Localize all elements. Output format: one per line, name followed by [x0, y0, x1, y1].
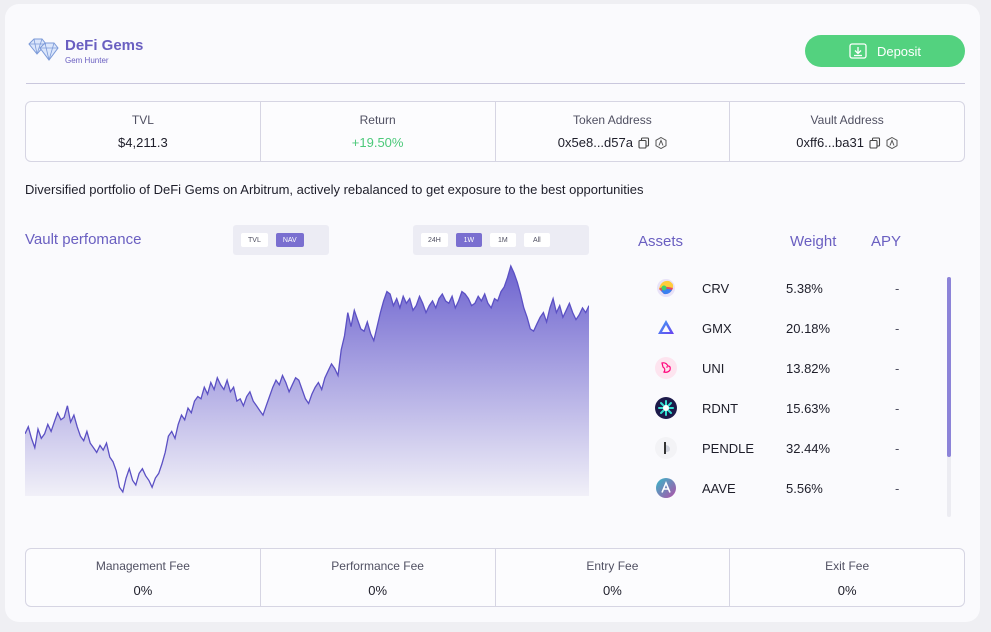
arbiscan-icon[interactable] [655, 136, 667, 149]
stat-return: Return +19.50% [261, 102, 496, 161]
range-24h[interactable]: 24H [421, 233, 448, 247]
deposit-button[interactable]: Deposit [805, 35, 965, 67]
diamond-icon [28, 38, 59, 61]
asset-weight: 5.38% [786, 280, 823, 296]
stat-value: +19.50% [261, 135, 495, 150]
uni-icon [655, 357, 677, 379]
fee-label: Management Fee [95, 559, 190, 573]
stat-vault-address: Vault Address 0xff6...ba31 [730, 102, 964, 161]
fee-value: 0% [602, 583, 622, 598]
vault-description: Diversified portfolio of DeFi Gems on Ar… [25, 182, 644, 197]
pendle-icon [655, 437, 677, 459]
fee-value: 0% [837, 583, 857, 598]
fee-exit: Exit Fee 0% [730, 549, 964, 606]
aave-icon [655, 477, 677, 499]
gmx-icon [655, 317, 677, 339]
performance-chart [25, 264, 589, 496]
copy-icon[interactable] [638, 136, 650, 149]
assets-header: Assets [638, 233, 684, 250]
download-icon [849, 43, 867, 59]
crv-icon [655, 277, 677, 299]
stat-value: $4,211.3 [26, 135, 260, 150]
brand-subtitle: Gem Hunter [65, 55, 109, 65]
copy-icon[interactable] [869, 136, 881, 149]
tab-tvl[interactable]: TVL [241, 233, 268, 247]
asset-row-pendle[interactable]: PENDLE 32.44% - [655, 436, 905, 460]
fees-panel: Management Fee 0% Performance Fee 0% Ent… [25, 548, 965, 607]
stats-panel: TVL $4,211.3 Return +19.50% Token Addres… [25, 101, 965, 162]
tab-nav[interactable]: NAV [275, 233, 304, 247]
fee-label: Entry Fee [586, 559, 639, 573]
weight-header: Weight [790, 233, 837, 250]
fee-label: Exit Fee [825, 559, 870, 573]
asset-name: UNI [702, 360, 725, 376]
range-all[interactable]: All [523, 233, 550, 247]
header-divider [26, 83, 965, 84]
arbiscan-icon[interactable] [886, 136, 898, 149]
metric-toggle: TVL NAV [233, 225, 329, 255]
tvl-value: $4,211.3 [118, 135, 168, 150]
chart-area [25, 266, 589, 496]
stat-value: 0xff6...ba31 [730, 135, 964, 150]
asset-apy: - [895, 280, 900, 296]
fee-value: 0% [368, 583, 388, 598]
asset-row-gmx[interactable]: GMX 20.18% - [655, 316, 905, 340]
fee-management: Management Fee 0% [26, 549, 261, 606]
apy-header: APY [871, 233, 902, 250]
asset-apy: - [895, 360, 900, 376]
stat-label: Vault Address [810, 113, 884, 127]
asset-name: GMX [702, 320, 732, 336]
asset-apy: - [895, 320, 900, 336]
asset-weight: 13.82% [786, 360, 831, 376]
stat-token-address: Token Address 0x5e8...d57a [496, 102, 731, 161]
vault-address-value: 0xff6...ba31 [796, 135, 864, 150]
fee-label: Performance Fee [331, 559, 424, 573]
fee-performance: Performance Fee 0% [261, 549, 496, 606]
asset-apy: - [895, 480, 900, 496]
stat-tvl: TVL $4,211.3 [26, 102, 261, 161]
asset-row-crv[interactable]: CRV 5.38% - [655, 276, 905, 300]
stat-value: 0x5e8...d57a [496, 135, 730, 150]
asset-name: PENDLE [702, 440, 755, 456]
asset-row-uni[interactable]: UNI 13.82% - [655, 356, 905, 380]
stat-label: Return [359, 113, 396, 127]
asset-weight: 32.44% [786, 440, 831, 456]
deposit-label: Deposit [876, 43, 922, 59]
range-1m[interactable]: 1M [489, 233, 516, 247]
stat-label: Token Address [573, 113, 652, 127]
performance-title: Vault perfomance [25, 231, 142, 248]
asset-weight: 5.56% [786, 480, 823, 496]
asset-apy: - [895, 440, 900, 456]
asset-weight: 15.63% [786, 400, 831, 416]
rdnt-icon [655, 397, 677, 419]
brand-name: DeFi Gems [65, 36, 144, 54]
return-value: +19.50% [351, 135, 404, 150]
stat-label: TVL [131, 113, 154, 127]
fee-value: 0% [133, 583, 153, 598]
asset-apy: - [895, 400, 900, 416]
asset-name: RDNT [702, 400, 739, 416]
asset-row-aave[interactable]: AAVE 5.56% - [655, 476, 905, 500]
range-1w[interactable]: 1W [455, 233, 482, 247]
range-toggle: 24H 1W 1M All [413, 225, 589, 255]
asset-name: AAVE [702, 480, 736, 496]
assets-scrollbar-thumb[interactable] [947, 277, 951, 457]
asset-name: CRV [702, 280, 730, 296]
asset-weight: 20.18% [786, 320, 831, 336]
asset-row-rdnt[interactable]: RDNT 15.63% - [655, 396, 905, 420]
brand: DeFi Gems Gem Hunter [26, 36, 143, 66]
fee-entry: Entry Fee 0% [496, 549, 731, 606]
token-address-value: 0x5e8...d57a [557, 135, 633, 150]
chart-line [25, 264, 589, 494]
